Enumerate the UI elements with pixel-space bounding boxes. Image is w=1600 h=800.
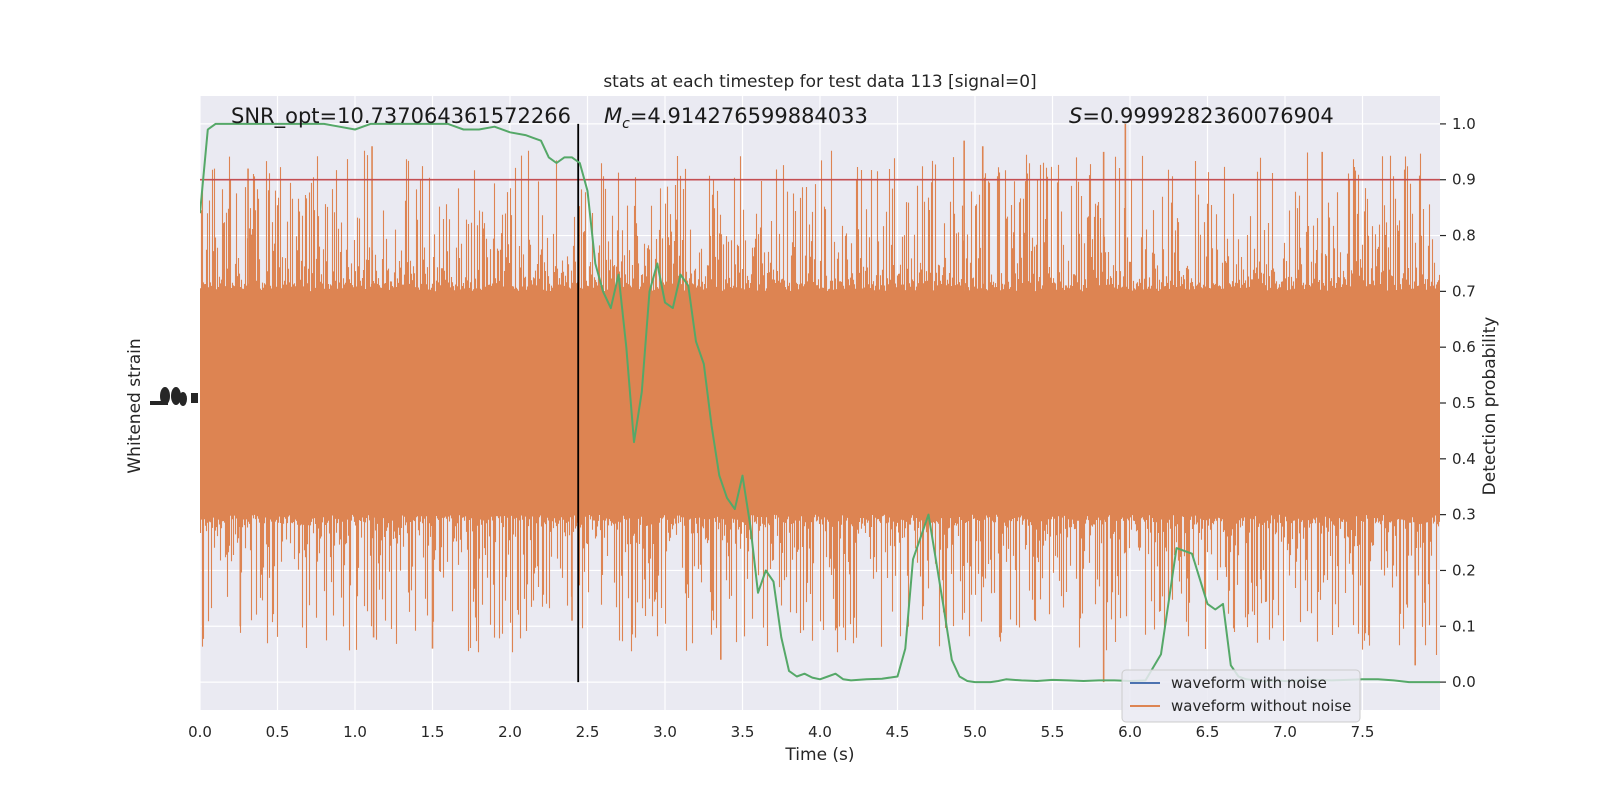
x-tick-label: 3.5 [731, 723, 755, 741]
legend: waveform with noise waveform without noi… [1121, 669, 1361, 723]
x-axis-label: Time (s) [784, 745, 854, 765]
noise-waveform-layer [200, 123, 1440, 683]
y-axis-label-right: Detection probability [1480, 317, 1500, 496]
chart-title: stats at each timestep for test data 113… [603, 72, 1036, 92]
x-tick-label: 4.0 [808, 723, 832, 741]
x-axis-ticks: 0.0 0.5 1.0 1.5 2.0 2.5 3.0 3.5 4.0 4.5 5.0 5.5 6.0 6… [188, 723, 1374, 741]
x-tick-label: 6.5 [1196, 723, 1220, 741]
noise-waveform [200, 150, 1440, 655]
x-tick-label: 5.5 [1041, 723, 1065, 741]
y-tick-label: 0.3 [1452, 506, 1476, 524]
y-tick-label: 0.9 [1452, 171, 1476, 189]
y-tick-label: 0.0 [1452, 673, 1476, 691]
x-tick-label: 7.0 [1273, 723, 1297, 741]
y-axis-label-left: Whitened strain [125, 338, 145, 473]
probability-line [200, 122, 1440, 684]
y-axis-ticks-right: 0.0 0.1 0.2 0.3 0.4 0.5 0.6 0.7 0.8 0.9 1.0 [1440, 115, 1476, 691]
y-tick-label: 0.6 [1452, 338, 1476, 356]
x-tick-label: 6.0 [1118, 723, 1142, 741]
snr-annotation: SNR_opt=10.737064361572266 [231, 104, 571, 129]
x-tick-label: 0.0 [188, 723, 212, 741]
x-tick-label: 2.5 [576, 723, 600, 741]
x-tick-label: 7.5 [1351, 723, 1375, 741]
legend-label-without-noise: waveform without noise [1171, 697, 1351, 715]
y-tick-label: 0.5 [1452, 394, 1476, 412]
y-tick-label: 0.7 [1452, 282, 1476, 300]
y-tick-label: 0.8 [1452, 227, 1476, 245]
y-tick-label: 0.2 [1452, 561, 1476, 579]
x-tick-label: 0.5 [266, 723, 290, 741]
y-tick-label: 0.1 [1452, 617, 1476, 635]
x-tick-label: 5.0 [963, 723, 987, 741]
x-tick-label: 2.0 [498, 723, 522, 741]
probability-layer [200, 122, 1440, 684]
legend-box [1121, 669, 1361, 723]
legend-label-with-noise: waveform with noise [1171, 674, 1327, 692]
left-axis-ticks-overlap [150, 387, 198, 406]
chirp-mass-annotation: Mc=4.914276599884033 [604, 104, 868, 132]
s-annotation: S=0.9999282360076904 [1069, 104, 1334, 128]
x-tick-label: 3.0 [653, 723, 677, 741]
x-tick-label: 1.5 [421, 723, 445, 741]
y-tick-label: 0.4 [1452, 450, 1476, 468]
y-tick-label: 1.0 [1452, 115, 1476, 133]
x-tick-label: 1.0 [343, 723, 367, 741]
x-tick-label: 4.5 [886, 723, 910, 741]
